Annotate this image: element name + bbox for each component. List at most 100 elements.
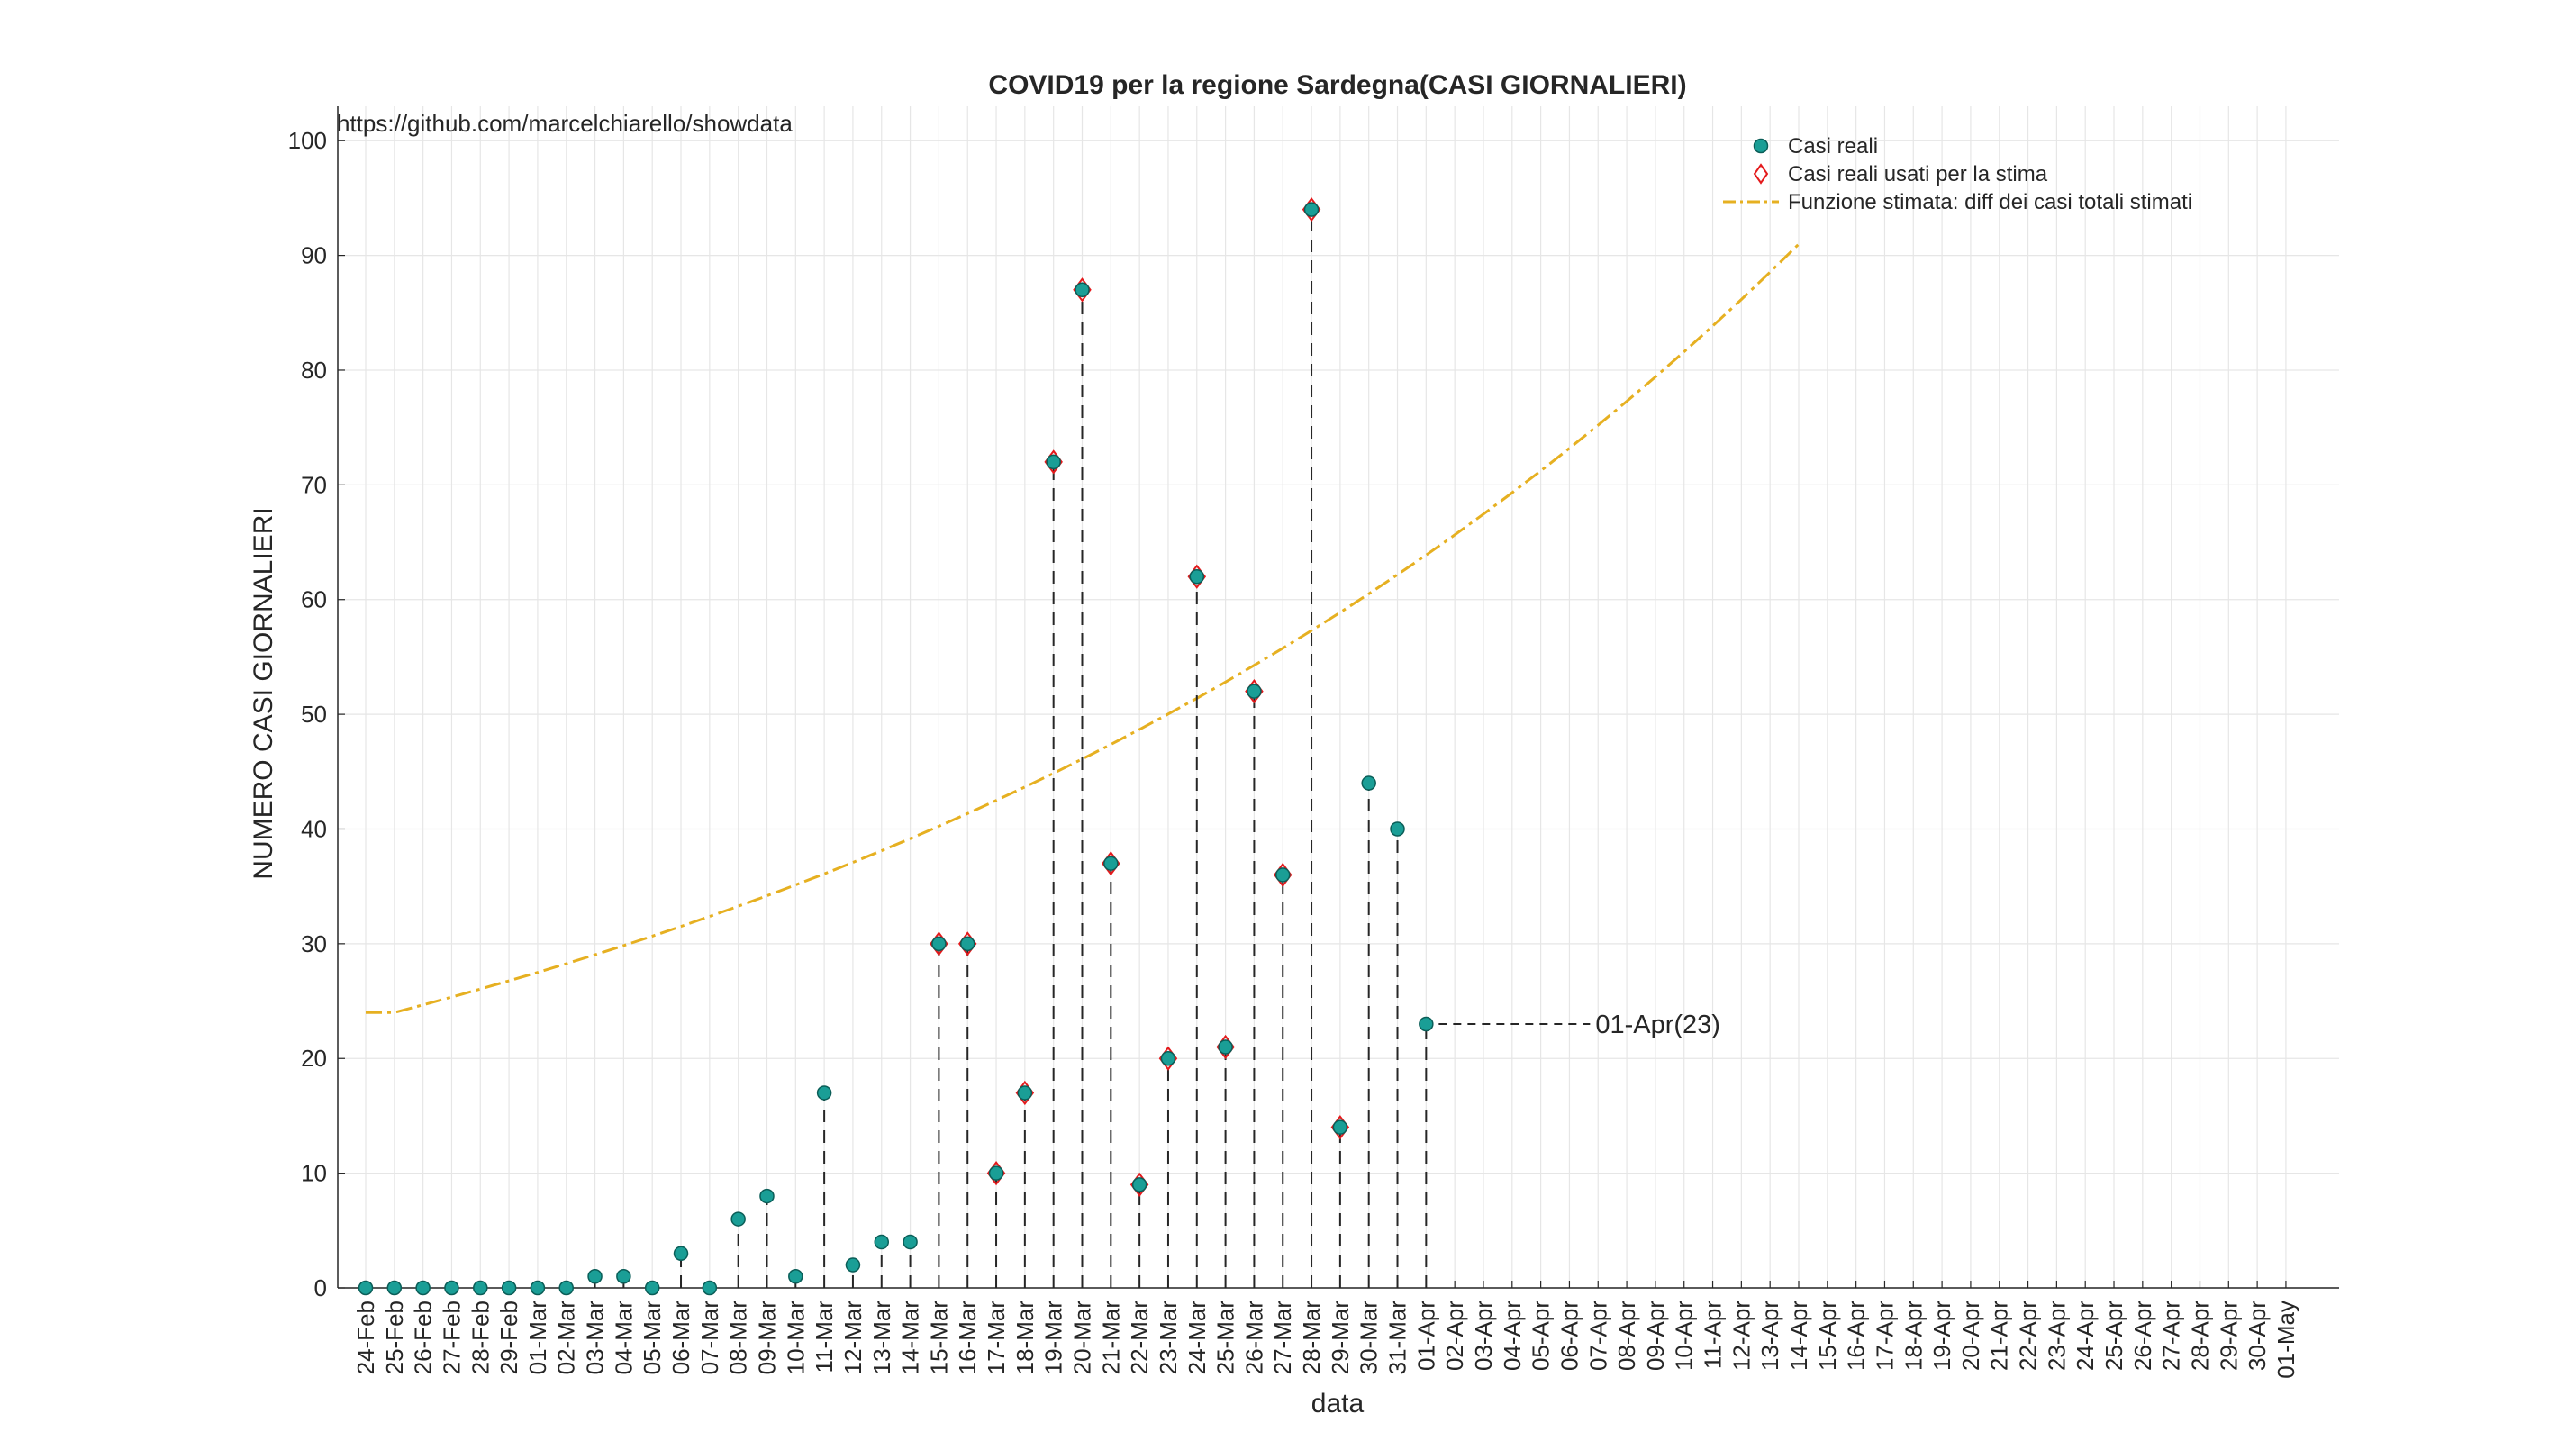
real-case-point bbox=[1017, 1085, 1033, 1101]
x-tick-label: 22-Apr bbox=[2015, 1301, 2042, 1371]
x-tick-label: 27-Mar bbox=[1269, 1301, 1296, 1375]
x-tick-label: 13-Apr bbox=[1756, 1301, 1783, 1371]
real-case-point bbox=[931, 936, 947, 952]
legend-marker-real bbox=[1753, 138, 1769, 154]
x-tick-label: 04-Mar bbox=[610, 1301, 637, 1375]
x-tick-label: 27-Feb bbox=[438, 1301, 465, 1374]
real-case-point bbox=[1390, 821, 1405, 837]
real-case-point bbox=[816, 1085, 832, 1101]
x-tick-label: 04-Apr bbox=[1499, 1301, 1526, 1371]
real-case-point bbox=[1218, 1039, 1233, 1055]
x-tick-label: 14-Apr bbox=[1785, 1301, 1812, 1371]
x-tick-label: 30-Apr bbox=[2244, 1301, 2271, 1371]
x-tick-label: 25-Mar bbox=[1212, 1301, 1239, 1375]
x-tick-label: 02-Apr bbox=[1441, 1301, 1468, 1371]
real-case-point bbox=[1361, 775, 1376, 791]
y-axis-label: NUMERO CASI GIORNALIERI bbox=[249, 507, 278, 879]
legend-label: Funzione stimata: diff dei casi totali s… bbox=[1788, 190, 2192, 214]
x-tick-label: 28-Mar bbox=[1298, 1301, 1325, 1375]
real-case-point bbox=[1332, 1119, 1348, 1135]
y-tick-label: 50 bbox=[301, 701, 327, 728]
x-tick-label: 15-Mar bbox=[925, 1301, 952, 1375]
real-case-point bbox=[1075, 282, 1090, 298]
real-case-point bbox=[1103, 856, 1119, 871]
y-tick-label: 80 bbox=[301, 357, 327, 384]
real-case-point bbox=[1189, 569, 1205, 585]
real-case-point bbox=[988, 1165, 1004, 1181]
estimated-curve bbox=[366, 243, 1800, 1014]
x-axis-label: data bbox=[1311, 1389, 1365, 1418]
x-tick-label: 13-Mar bbox=[868, 1301, 895, 1375]
x-tick-label: 25-Feb bbox=[381, 1301, 408, 1374]
x-tick-label: 21-Mar bbox=[1097, 1301, 1124, 1375]
real-case-point bbox=[730, 1211, 746, 1227]
x-tick-label: 27-Apr bbox=[2158, 1301, 2185, 1371]
x-tick-label: 16-Apr bbox=[1843, 1301, 1870, 1371]
x-tick-label: 14-Mar bbox=[897, 1301, 924, 1375]
real-case-point bbox=[959, 936, 975, 952]
stems bbox=[594, 209, 1428, 1288]
real-case-point bbox=[501, 1280, 517, 1296]
x-tick-label: 23-Apr bbox=[2043, 1301, 2070, 1371]
x-tick-label: 30-Mar bbox=[1356, 1301, 1383, 1375]
real-case-point bbox=[1160, 1050, 1176, 1066]
x-tick-label: 03-Apr bbox=[1470, 1301, 1497, 1371]
real-case-point bbox=[673, 1246, 689, 1262]
x-tick-label: 10-Apr bbox=[1671, 1301, 1698, 1371]
real-case-point bbox=[1274, 867, 1291, 883]
legend-label: Casi reali usati per la stima bbox=[1788, 162, 2048, 186]
x-tick-label: 09-Apr bbox=[1642, 1301, 1669, 1371]
x-tick-label: 03-Mar bbox=[582, 1301, 609, 1375]
real-case-point bbox=[644, 1280, 660, 1296]
y-tick-label: 0 bbox=[314, 1274, 327, 1301]
real-case-point bbox=[415, 1280, 431, 1296]
x-tick-label: 16-Mar bbox=[954, 1301, 981, 1375]
y-tick-label: 30 bbox=[301, 930, 327, 957]
x-tick-label: 08-Apr bbox=[1613, 1301, 1640, 1371]
x-tick-label: 06-Apr bbox=[1556, 1301, 1583, 1371]
x-tick-label: 06-Mar bbox=[667, 1301, 694, 1375]
x-tick-label: 18-Mar bbox=[1011, 1301, 1039, 1375]
x-tick-label: 05-Apr bbox=[1528, 1301, 1555, 1371]
x-tick-label: 26-Mar bbox=[1240, 1301, 1267, 1375]
y-tick-label: 60 bbox=[301, 586, 327, 613]
x-tick-label: 23-Mar bbox=[1155, 1301, 1182, 1375]
x-tick-label: 18-Apr bbox=[1900, 1301, 1927, 1371]
y-tick-label: 70 bbox=[301, 471, 327, 498]
x-tick-label: 09-Mar bbox=[753, 1301, 780, 1375]
x-tick-label: 08-Mar bbox=[725, 1301, 752, 1375]
y-tick-label: 100 bbox=[288, 127, 327, 154]
legend-label: Casi reali bbox=[1788, 134, 1878, 159]
real-case-point bbox=[473, 1280, 488, 1296]
x-tick-label: 19-Mar bbox=[1040, 1301, 1067, 1375]
annotation: 01-Apr(23) bbox=[1438, 1011, 1720, 1039]
x-tick-label: 29-Feb bbox=[495, 1301, 522, 1374]
x-tick-label: 11-Apr bbox=[1700, 1301, 1727, 1369]
x-tick-label: 26-Apr bbox=[2129, 1301, 2156, 1371]
real-case-point bbox=[386, 1280, 403, 1296]
x-tick-label: 07-Mar bbox=[696, 1301, 723, 1375]
x-tick-label: 10-Mar bbox=[782, 1301, 809, 1375]
real-case-point bbox=[1303, 202, 1320, 217]
axes: 24-Feb 25-Feb 26-Feb 27-Feb 28-Feb 29-Feb 01-M… bbox=[288, 106, 2339, 1379]
real-case-point bbox=[1419, 1016, 1434, 1032]
x-tick-label: 19-Apr bbox=[1928, 1301, 1955, 1371]
grid bbox=[338, 106, 2339, 1289]
estimated-function-line bbox=[366, 243, 1800, 1014]
x-tick-label: 31-Mar bbox=[1384, 1301, 1411, 1375]
real-case-point bbox=[616, 1269, 631, 1284]
x-tick-label: 12-Mar bbox=[839, 1301, 866, 1375]
real-case-point bbox=[874, 1234, 890, 1250]
x-tick-label: 05-Mar bbox=[639, 1301, 666, 1375]
real-case-point bbox=[788, 1269, 803, 1284]
real-case-point bbox=[558, 1280, 574, 1296]
x-tick-label: 17-Apr bbox=[1871, 1301, 1898, 1371]
real-case-point bbox=[759, 1188, 775, 1204]
real-case-point bbox=[1247, 684, 1262, 699]
x-tick-label: 28-Apr bbox=[2186, 1301, 2213, 1371]
x-tick-label: 01-Apr bbox=[1412, 1301, 1439, 1371]
x-tick-label: 29-Apr bbox=[2215, 1301, 2242, 1371]
chart-title: COVID19 per la regione Sardegna(CASI GIO… bbox=[988, 70, 1686, 100]
real-case-point bbox=[530, 1280, 546, 1296]
